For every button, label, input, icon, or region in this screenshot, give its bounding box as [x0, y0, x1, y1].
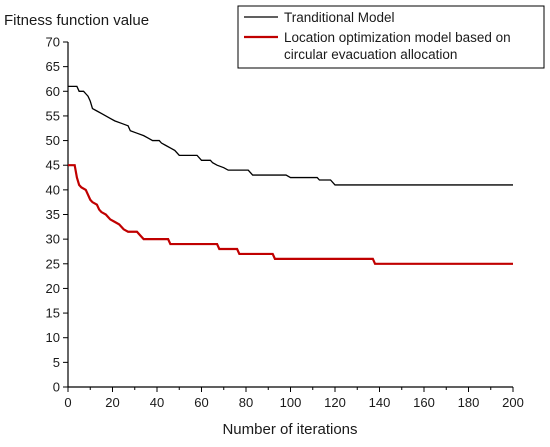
- y-tick-label: 50: [46, 133, 60, 148]
- y-tick-label: 30: [46, 232, 60, 247]
- x-tick-label: 200: [502, 395, 524, 410]
- y-tick-label: 20: [46, 281, 60, 296]
- legend: Tranditional Model Location optimization …: [237, 5, 545, 69]
- x-tick-label: 180: [458, 395, 480, 410]
- y-tick-label: 60: [46, 84, 60, 99]
- series-layer: [68, 85, 513, 265]
- y-tick-label: 15: [46, 306, 60, 321]
- y-tick-label: 70: [46, 35, 60, 50]
- y-tick-label: 10: [46, 330, 60, 345]
- y-tick-label: 65: [46, 59, 60, 74]
- y-tick-label: 40: [46, 182, 60, 197]
- legend-label-2: Location optimization model based on circ…: [284, 30, 511, 62]
- legend-label-line: Location optimization model based on: [284, 30, 511, 45]
- x-tick-label: 160: [413, 395, 435, 410]
- x-tick-label: 100: [280, 395, 302, 410]
- legend-box: [237, 5, 545, 69]
- legend-label-1: Tranditional Model: [284, 10, 395, 25]
- x-tick-label: 120: [324, 395, 346, 410]
- x-tick-label: 40: [150, 395, 164, 410]
- y-tick-label: 45: [46, 158, 60, 173]
- x-axis-title: Number of iterations: [222, 421, 357, 438]
- legend-label-line: circular evacuation allocation: [284, 47, 457, 62]
- x-tick-label: 60: [194, 395, 208, 410]
- y-tick-label: 0: [53, 380, 60, 395]
- x-tick-label: 80: [239, 395, 253, 410]
- x-tick-label: 20: [105, 395, 119, 410]
- y-tick-label: 35: [46, 207, 60, 222]
- x-tick-label: 140: [369, 395, 391, 410]
- y-axis-title: Fitness function value: [4, 12, 149, 29]
- series-line-2: [68, 164, 513, 265]
- y-tick-label: 5: [53, 355, 60, 370]
- axes: 0 5 10 15 20 25 30 35 40 45 50 55 60 65 70 0 20 40 60 80 100…: [46, 35, 524, 411]
- series-line-1: [68, 85, 513, 186]
- x-tick-label: 0: [64, 395, 71, 410]
- y-tick-label: 25: [46, 256, 60, 271]
- y-tick-label: 55: [46, 108, 60, 123]
